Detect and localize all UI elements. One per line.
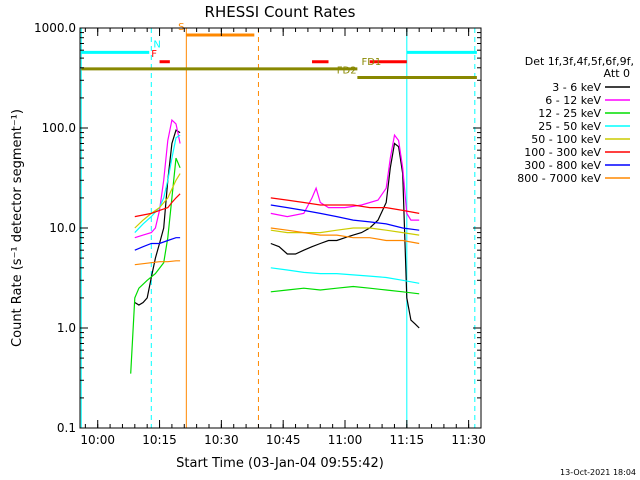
x-tick-label: 10:00: [80, 433, 115, 447]
y-tick-label: 1.0: [57, 321, 76, 335]
x-tick-label: 10:15: [142, 433, 177, 447]
series-line: [270, 267, 420, 284]
y-tick-label: 1000.0: [34, 21, 76, 35]
x-tick-label: 11:30: [451, 433, 486, 447]
x-axis-label: Start Time (03-Jan-04 09:55:42): [176, 456, 384, 471]
legend-entry-label: 50 - 100 keV: [531, 133, 601, 146]
timestamp: 13-Oct-2021 18:04: [560, 468, 636, 477]
legend-entry-label: 300 - 800 keV: [524, 159, 601, 172]
legend-entry-label: 6 - 12 keV: [545, 94, 601, 107]
series-line: [134, 173, 181, 229]
y-tick-label: 10.0: [49, 221, 76, 235]
legend-subheader: Att 0: [604, 67, 630, 80]
series-line: [130, 157, 181, 374]
y-ticks: 0.1 1.0 10.0 100.0 1000.0: [34, 21, 481, 435]
series-line: [270, 227, 420, 245]
flag-label: N: [153, 40, 160, 51]
legend-entry-label: 800 - 7000 keV: [517, 172, 601, 185]
chart-title: RHESSI Count Rates: [205, 3, 356, 21]
series-line: [270, 227, 420, 236]
flag-label: FD1: [361, 57, 381, 68]
series-line: [270, 197, 420, 214]
y-axis-label: Count Rate (s⁻¹ detector segment⁻¹): [10, 109, 25, 347]
legend-entry-label: 12 - 25 keV: [538, 107, 601, 120]
vertical-markers: [80, 28, 476, 428]
x-ticks: 10:00 10:15 10:30 10:45 11:00 11:15 11:30: [80, 28, 486, 447]
x-tick-label: 11:15: [390, 433, 425, 447]
series-line: [134, 129, 181, 306]
flag-label: FD2: [337, 65, 357, 76]
series-line: [134, 118, 181, 239]
series-line: [270, 285, 420, 295]
x-tick-label: 10:30: [204, 433, 239, 447]
y-tick-label: 0.1: [57, 421, 76, 435]
plot-frame: [79, 27, 482, 429]
series-lines: [130, 118, 420, 374]
series-line: [134, 237, 181, 251]
series-line: [134, 193, 181, 218]
series-line: [134, 260, 181, 266]
legend-header: Det 1f,3f,4f,5f,6f,9f,: [525, 55, 634, 68]
legend-entry-label: 3 - 6 keV: [552, 81, 601, 94]
y-tick-label: 100.0: [42, 121, 76, 135]
x-tick-label: 11:00: [328, 433, 363, 447]
series-line: [270, 142, 420, 329]
x-tick-label: 10:45: [266, 433, 301, 447]
series-line: [270, 133, 420, 221]
series-line: [270, 204, 420, 231]
series-line: [134, 134, 181, 234]
flag-label: F: [151, 49, 157, 60]
legend-entry-label: 100 - 300 keV: [524, 146, 601, 159]
legend-entry-label: 25 - 50 keV: [538, 120, 601, 133]
